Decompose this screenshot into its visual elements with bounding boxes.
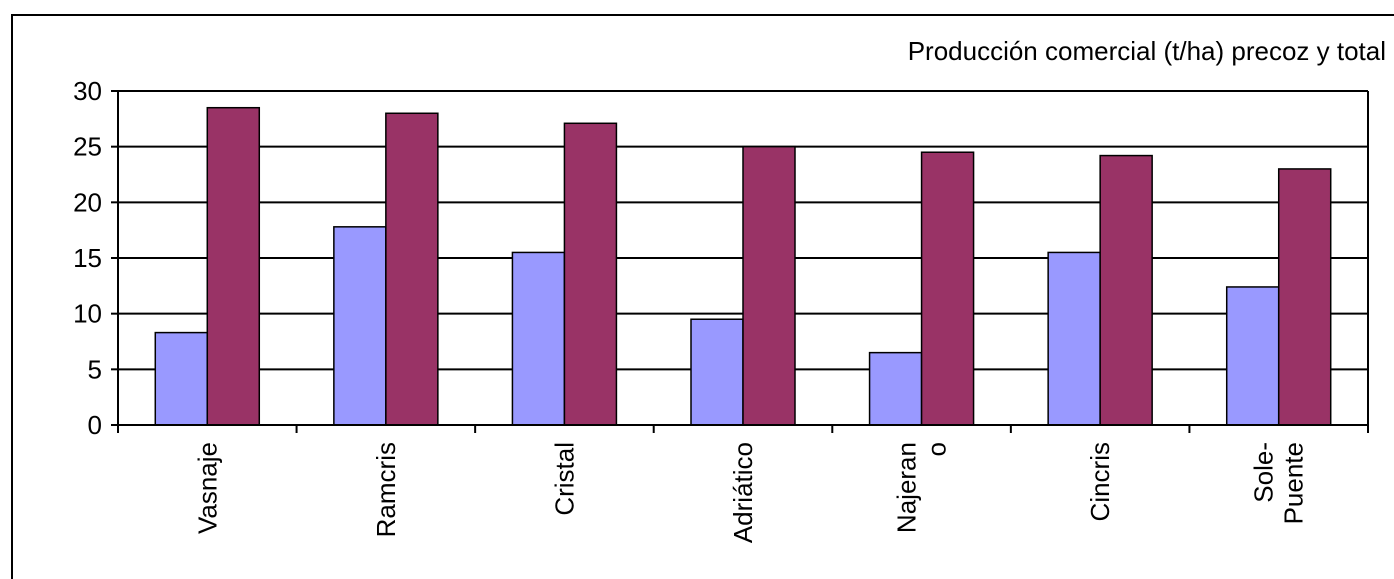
y-tick-label: 30 (73, 76, 102, 106)
bar-series2 (1277, 168, 1332, 426)
bar-series2 (385, 112, 439, 426)
bar-series2 (1099, 154, 1153, 426)
bar-series2 (206, 106, 261, 426)
y-tick-label: 15 (73, 243, 102, 273)
bar-series2 (563, 122, 618, 426)
chart-frame (11, 14, 1394, 579)
y-tick-label: 20 (73, 187, 102, 217)
axes (111, 90, 1369, 433)
bar-series2 (920, 151, 975, 426)
bar-series1 (690, 318, 744, 426)
bar-series2 (742, 145, 796, 426)
x-tick-label: Cincris (1085, 442, 1115, 521)
x-tick-label: Ramcris (371, 442, 401, 537)
x-tick-label: Adriático (728, 442, 758, 543)
bar-series1 (1225, 286, 1280, 426)
y-tick-label: 10 (73, 299, 102, 329)
bar-series1 (333, 226, 387, 426)
y-tick-labels: 0 5 10 15 20 25 30 (73, 76, 102, 440)
bar-series1 (1047, 251, 1101, 426)
x-tick-label: Sole- (1249, 442, 1279, 503)
x-tick-label: o (922, 442, 952, 456)
x-tick-labels: Vasnaje Ramcris Cristal Adriático Najeran o Ci… (192, 442, 1308, 543)
bar-series1 (511, 251, 566, 426)
x-tick-label: Najeran (892, 442, 922, 533)
y-tick-label: 25 (73, 132, 102, 162)
x-tick-label: Vasnaje (192, 442, 222, 534)
bar-series1 (868, 351, 923, 426)
x-tick-label: Cristal (549, 442, 579, 516)
chart-title: Producción comercial (t/ha) precoz y tot… (907, 36, 1386, 66)
bars (154, 106, 1332, 426)
y-tick-label: 5 (88, 354, 102, 384)
bar-series1 (154, 331, 209, 426)
x-tick-label: Puente (1279, 442, 1309, 524)
y-tick-label: 0 (88, 410, 102, 440)
